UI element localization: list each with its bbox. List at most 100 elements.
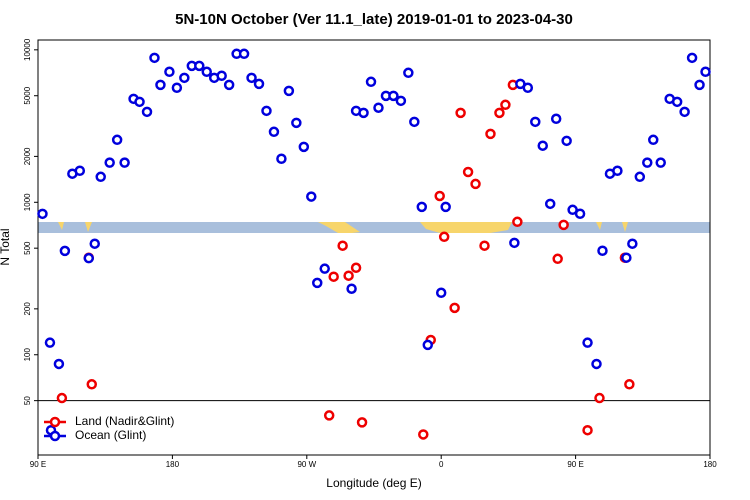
point xyxy=(591,358,602,370)
y-tick-label: 100 xyxy=(23,348,32,362)
point xyxy=(403,67,414,79)
map-band xyxy=(38,222,710,233)
point xyxy=(612,165,623,177)
point xyxy=(201,66,212,78)
x-tick-label: 90 W xyxy=(297,460,316,469)
x-tick-label: 0 xyxy=(439,460,444,469)
point xyxy=(111,134,123,146)
y-axis-label: N Total xyxy=(0,228,12,265)
legend-label: Land (Nadir&Glint) xyxy=(75,414,174,428)
point xyxy=(438,231,450,243)
point xyxy=(388,90,399,102)
point xyxy=(449,302,460,314)
point xyxy=(552,253,563,265)
point xyxy=(582,424,593,436)
point xyxy=(155,79,166,91)
point xyxy=(409,116,420,128)
point xyxy=(621,252,632,263)
y-tick-label: 10000 xyxy=(23,38,32,61)
point xyxy=(624,379,635,390)
point xyxy=(694,79,705,91)
point xyxy=(56,392,68,404)
point xyxy=(350,262,362,274)
y-tick-label: 1000 xyxy=(23,193,32,211)
point xyxy=(512,216,523,228)
point xyxy=(149,52,160,64)
point xyxy=(95,171,106,183)
y-tick-label: 200 xyxy=(23,302,32,316)
point xyxy=(627,238,638,249)
point xyxy=(59,245,71,257)
point xyxy=(655,157,666,168)
point xyxy=(648,134,659,146)
point xyxy=(328,271,339,282)
chart-title: 5N-10N October (Ver 11.1_late) 2019-01-0… xyxy=(175,11,573,28)
point xyxy=(323,410,335,421)
point xyxy=(440,201,451,213)
point xyxy=(537,140,548,151)
point xyxy=(530,116,541,128)
point xyxy=(435,287,447,299)
point xyxy=(500,99,511,111)
point xyxy=(283,85,295,97)
point xyxy=(298,141,310,153)
point xyxy=(86,379,98,390)
point xyxy=(522,82,534,93)
point xyxy=(171,82,183,93)
legend-label: Ocean (Glint) xyxy=(75,428,146,442)
point xyxy=(358,107,369,119)
point xyxy=(455,107,466,119)
y-tick-label: 2000 xyxy=(23,147,32,165)
point xyxy=(418,429,429,440)
point xyxy=(597,245,608,256)
legend-marker xyxy=(49,416,61,428)
point xyxy=(343,270,354,281)
plot-frame xyxy=(37,39,711,456)
point xyxy=(291,117,302,129)
point xyxy=(53,358,65,370)
point xyxy=(373,102,384,113)
x-tick-label: 90 E xyxy=(567,460,583,469)
point xyxy=(246,72,257,84)
legend-marker xyxy=(49,430,61,442)
point xyxy=(544,198,556,210)
point xyxy=(119,157,130,168)
point xyxy=(268,126,280,138)
point xyxy=(679,106,690,118)
point xyxy=(194,60,205,72)
point xyxy=(634,171,646,183)
point xyxy=(582,337,593,348)
point xyxy=(312,277,323,289)
y-tick-label: 500 xyxy=(23,241,32,255)
point xyxy=(485,128,496,140)
point xyxy=(434,190,445,202)
point xyxy=(416,201,428,213)
point xyxy=(37,208,48,220)
point xyxy=(276,153,287,165)
point xyxy=(74,165,86,177)
point xyxy=(104,157,115,168)
point xyxy=(574,208,586,220)
point xyxy=(223,79,235,91)
x-tick-label: 180 xyxy=(703,460,717,469)
point xyxy=(550,113,562,125)
point xyxy=(44,337,56,348)
point xyxy=(89,238,100,249)
point xyxy=(356,417,368,428)
point xyxy=(561,135,572,147)
point xyxy=(567,204,578,216)
point xyxy=(365,76,377,88)
point xyxy=(558,219,569,231)
point xyxy=(671,96,683,108)
point xyxy=(216,70,227,82)
point xyxy=(470,178,481,190)
point xyxy=(479,240,490,251)
point xyxy=(179,72,190,84)
point xyxy=(306,191,317,202)
point xyxy=(164,66,175,78)
y-tick-label: 50 xyxy=(23,396,32,405)
point xyxy=(319,263,330,274)
point xyxy=(141,106,153,118)
point xyxy=(253,78,265,90)
